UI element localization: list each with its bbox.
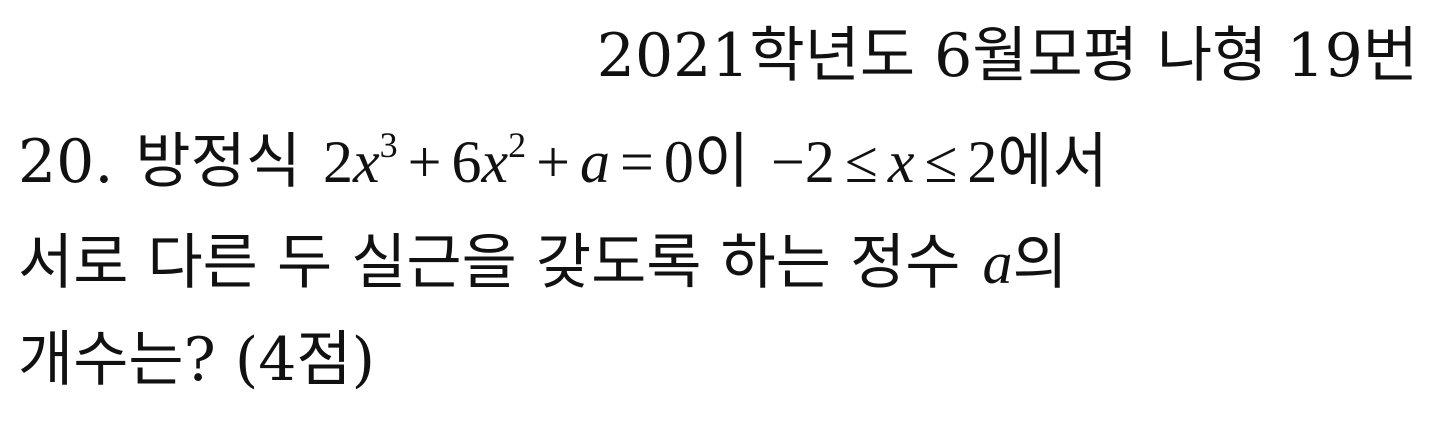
variable-a: a	[982, 230, 1013, 296]
equation-exp-2: 2	[508, 125, 527, 165]
equation-coef-2: 6	[451, 129, 482, 195]
interval-var: x	[887, 129, 915, 195]
problem-text-location: 에서	[997, 127, 1108, 197]
problem-text-intro: 방정식	[135, 127, 302, 197]
equation-equals: =	[620, 129, 654, 195]
problem-text-particle: 이	[693, 127, 750, 197]
problem-question: 개수는? (4점)	[18, 325, 376, 395]
equation-plus-1: +	[407, 129, 442, 195]
problem-number: 20.	[18, 127, 114, 197]
problem-line-1: 20. 방정식 2x3 +6x2 + a = 0이 −2 ≤ x ≤2에서	[18, 127, 1108, 195]
interval-le-1: ≤	[844, 129, 878, 195]
problem-text-condition: 서로 다른 두 실근을 갖도록 하는 정수	[18, 228, 961, 298]
equation-exp-1: 3	[379, 125, 398, 165]
equation-plus-2: +	[536, 129, 570, 195]
equation: 2x3 +6x2 + a = 0	[323, 127, 694, 195]
equation-var-1: x	[353, 129, 380, 195]
equation-coef-1: 2	[323, 129, 354, 195]
interval-le-2: ≤	[924, 129, 958, 195]
equation-constant: a	[580, 129, 610, 195]
equation-rhs: 0	[663, 129, 694, 195]
equation-var-2: x	[481, 129, 509, 195]
interval-upper: 2	[967, 129, 998, 195]
problem-text-possessive: 의	[1012, 228, 1068, 298]
interval-lower: −2	[771, 129, 835, 195]
problem-source: 2021학년도 6월모평 나형 19번	[596, 21, 1418, 91]
problem-line-3: 개수는? (4점)	[18, 330, 375, 390]
interval: −2 ≤ x ≤2	[771, 129, 997, 195]
problem-line-2: 서로 다른 두 실근을 갖도록 하는 정수 a의	[18, 233, 1068, 293]
